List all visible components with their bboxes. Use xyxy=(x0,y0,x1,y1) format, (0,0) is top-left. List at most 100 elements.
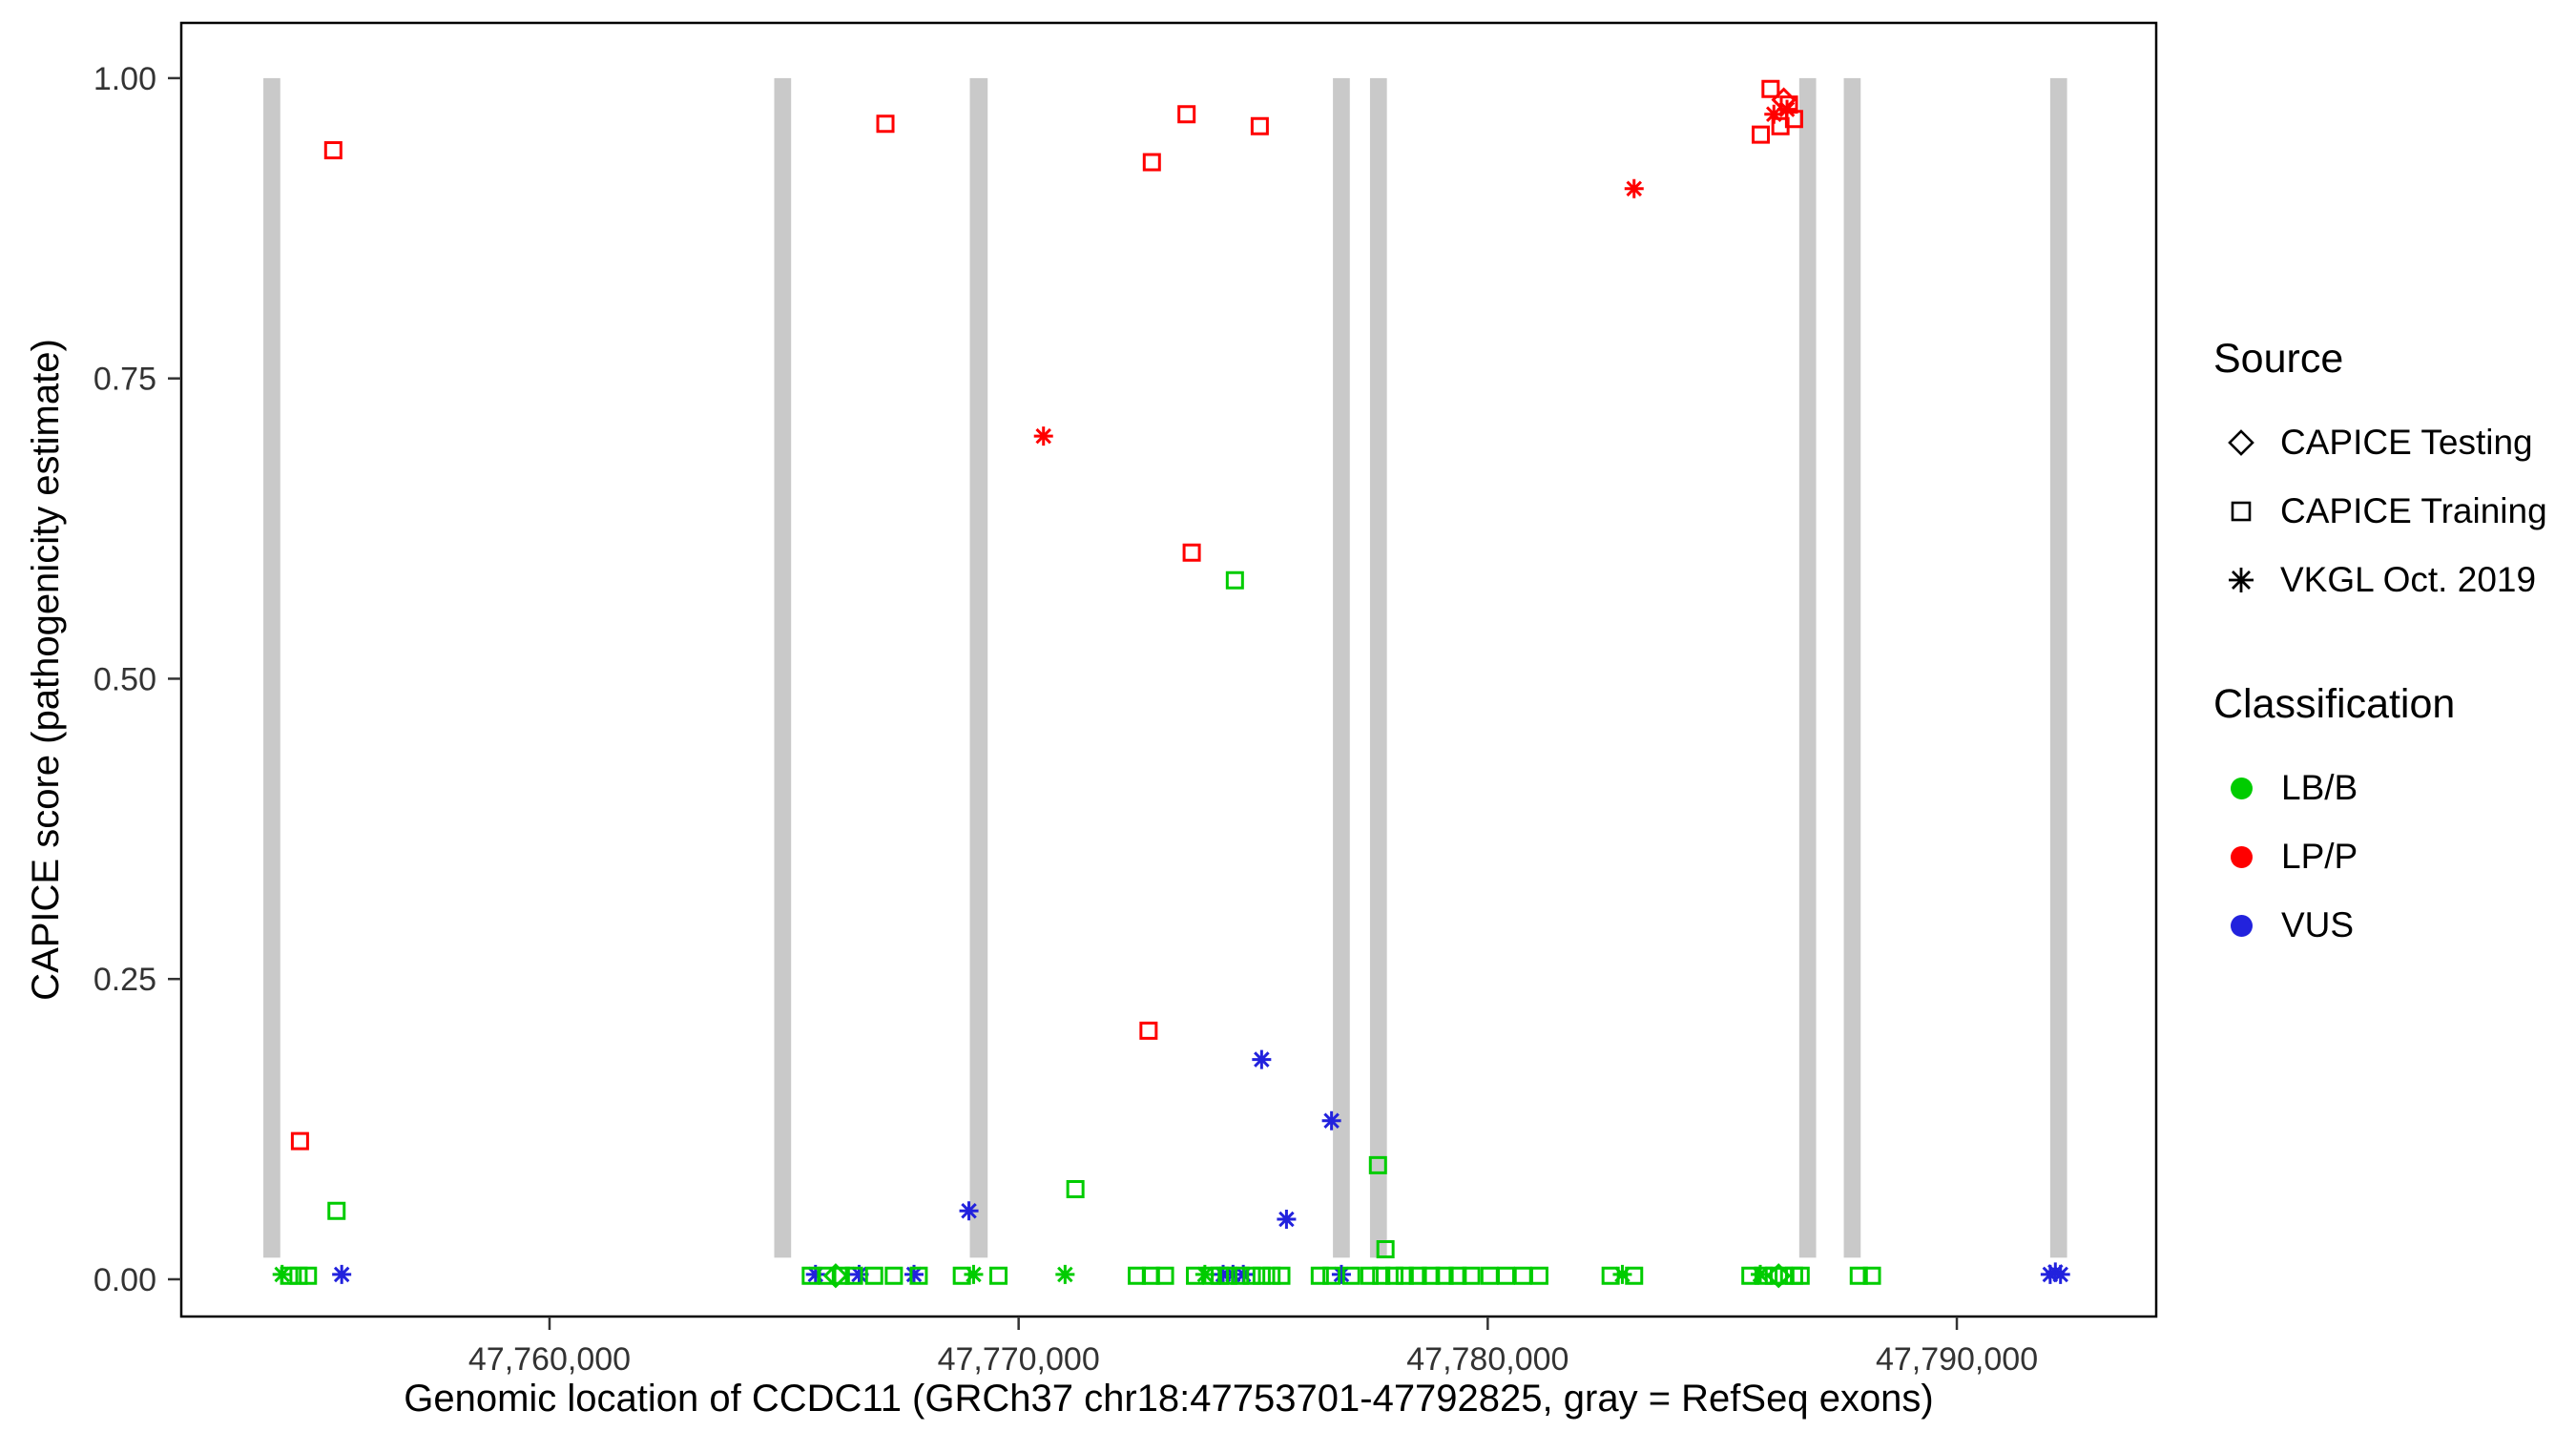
data-point xyxy=(1066,1180,1085,1199)
data-point xyxy=(909,1266,928,1285)
data-point xyxy=(844,1266,863,1285)
data-point xyxy=(1055,1264,1075,1284)
data-point xyxy=(904,1264,924,1284)
x-axis-title: Genomic location of CCDC11 (GRCh37 chr18… xyxy=(404,1378,1934,1420)
data-point xyxy=(1277,1210,1297,1230)
data-point xyxy=(1272,1266,1291,1285)
data-point xyxy=(876,114,895,134)
data-point xyxy=(1784,110,1803,129)
refseq-exon-bar xyxy=(263,77,280,1258)
data-point xyxy=(1341,1266,1361,1285)
data-point xyxy=(964,1264,984,1284)
data-point xyxy=(1771,116,1790,135)
data-point xyxy=(1155,1266,1174,1285)
data-point xyxy=(1322,1266,1341,1285)
y-axis-title: CAPICE score (pathogenicity estimate) xyxy=(25,339,67,1001)
data-point xyxy=(1033,426,1053,446)
refseq-exon-bar xyxy=(1333,77,1350,1258)
data-point xyxy=(327,1201,346,1220)
legend-item-label: CAPICE Testing xyxy=(2280,423,2533,462)
data-point xyxy=(1139,1021,1158,1040)
legend-item-label: LB/B xyxy=(2281,768,2358,807)
refseq-exon-bar xyxy=(1369,77,1387,1258)
legend-item-label: LP/P xyxy=(2281,837,2358,876)
data-point xyxy=(1225,570,1244,590)
data-point xyxy=(1791,1266,1810,1285)
x-axis-tick-label: 47,770,000 xyxy=(938,1341,1100,1378)
data-point xyxy=(1480,1266,1499,1285)
x-axis-tick-label: 47,780,000 xyxy=(1406,1341,1568,1378)
legend-item-capice-training: CAPICE Training xyxy=(2213,477,2547,546)
blue-dot-icon xyxy=(2231,914,2253,937)
data-point xyxy=(1624,178,1644,198)
legend-item-label: VUS xyxy=(2281,905,2355,944)
data-point xyxy=(1252,1049,1272,1069)
red-dot-icon xyxy=(2231,845,2253,868)
data-point xyxy=(1752,125,1771,144)
data-point xyxy=(1321,1110,1341,1130)
refseq-exon-bar xyxy=(2049,77,2067,1258)
legend-item-lbb: LB/B xyxy=(2213,754,2547,822)
x-axis-tick-label: 47,790,000 xyxy=(1876,1341,2038,1378)
data-point xyxy=(864,1266,883,1285)
legend-item-label: VKGL Oct. 2019 xyxy=(2280,560,2537,599)
data-point xyxy=(959,1201,979,1221)
data-point xyxy=(2046,1262,2066,1282)
data-point xyxy=(1368,1155,1387,1174)
y-axis-tick-label: 0.25 xyxy=(93,962,156,998)
data-point xyxy=(1331,1264,1351,1284)
data-point xyxy=(299,1266,318,1285)
data-point xyxy=(1862,1266,1881,1285)
data-point xyxy=(1751,1264,1771,1284)
data-point xyxy=(2050,1264,2070,1284)
data-point xyxy=(849,1264,869,1284)
data-point xyxy=(989,1266,1008,1285)
data-point xyxy=(884,1266,904,1285)
legend-gap xyxy=(2213,614,2547,681)
data-point xyxy=(1462,1266,1481,1285)
data-point xyxy=(952,1266,971,1285)
data-point xyxy=(332,1264,352,1284)
diamond-icon xyxy=(2228,429,2254,456)
data-point xyxy=(1250,116,1269,135)
square-icon xyxy=(2231,501,2252,522)
legend-source-title: Source xyxy=(2213,336,2344,382)
data-point xyxy=(1262,1266,1281,1285)
legend-item-label: CAPICE Training xyxy=(2280,491,2547,530)
data-point xyxy=(1625,1266,1644,1285)
panel-border xyxy=(179,21,2158,1318)
data-point xyxy=(1376,1239,1395,1258)
data-point xyxy=(1612,1264,1632,1284)
asterisk-icon xyxy=(2229,568,2254,592)
y-axis-tick-label: 1.00 xyxy=(93,61,156,97)
data-point xyxy=(1182,543,1201,562)
data-point xyxy=(2040,1264,2060,1284)
x-axis-tick-label: 47,760,000 xyxy=(468,1341,631,1378)
refseq-exon-bar xyxy=(969,77,988,1258)
data-point xyxy=(290,1131,309,1151)
legend-classification-title: Classification xyxy=(2213,681,2456,727)
data-point xyxy=(1761,79,1780,98)
data-point xyxy=(1601,1266,1620,1285)
data-point xyxy=(289,1266,308,1285)
y-axis-tick-label: 0.75 xyxy=(93,362,156,398)
data-point xyxy=(805,1264,825,1284)
legend-item-lpp: LP/P xyxy=(2213,822,2547,891)
legend-item-vkgl: VKGL Oct. 2019 xyxy=(2213,546,2547,614)
data-point xyxy=(323,140,343,159)
data-point xyxy=(1777,99,1797,119)
legend: Source CAPICE Testing CAPICE Training VK… xyxy=(2213,336,2547,960)
legend-item-capice-testing: CAPICE Testing xyxy=(2213,408,2547,477)
refseq-exon-bar xyxy=(774,77,792,1258)
refseq-exon-bar xyxy=(1843,77,1861,1258)
data-point xyxy=(1214,1264,1234,1284)
legend-item-vus: VUS xyxy=(2213,891,2547,960)
refseq-exon-bar xyxy=(1798,77,1817,1258)
data-point xyxy=(1252,1266,1271,1285)
data-point xyxy=(1177,105,1196,124)
data-point xyxy=(1497,1266,1516,1285)
y-axis-tick-label: 0.00 xyxy=(93,1262,156,1298)
